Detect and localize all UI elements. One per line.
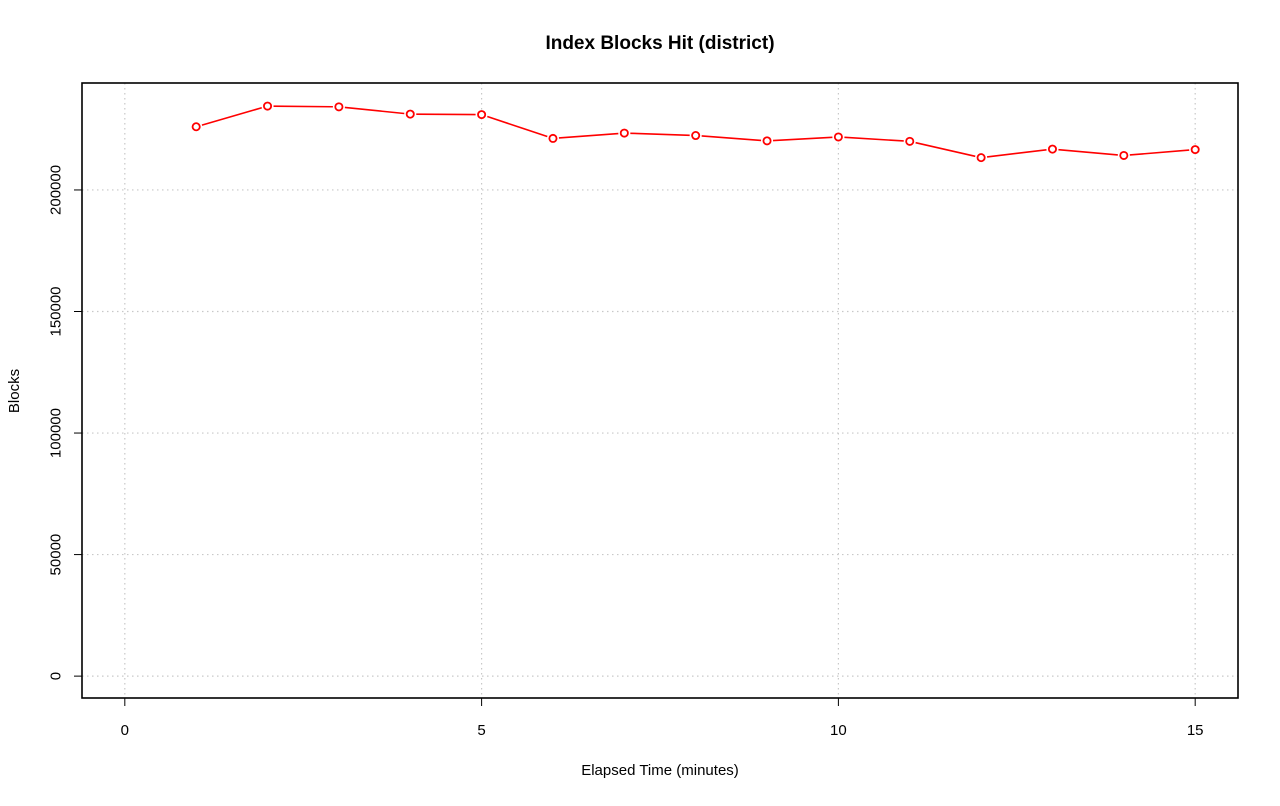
series-line-segment <box>630 133 689 135</box>
x-tick-label: 0 <box>121 722 129 739</box>
series-line-segment <box>274 106 333 107</box>
data-point <box>1049 146 1056 153</box>
y-tick-label: 0 <box>48 672 65 680</box>
y-tick-label: 100000 <box>48 408 65 458</box>
plot-frame <box>82 83 1238 698</box>
data-point <box>1120 152 1127 159</box>
data-point <box>407 111 414 118</box>
data-point <box>264 102 271 109</box>
data-point <box>763 137 770 144</box>
series-line-segment <box>202 108 262 125</box>
data-point <box>549 135 556 142</box>
series-line-segment <box>345 107 404 113</box>
series-line-segment <box>1058 150 1117 155</box>
data-point <box>621 129 628 136</box>
x-tick-label: 10 <box>830 722 847 739</box>
data-point <box>1192 146 1199 153</box>
y-tick-label: 150000 <box>48 286 65 336</box>
x-tick-label: 5 <box>477 722 485 739</box>
x-tick-label: 15 <box>1187 722 1204 739</box>
y-tick-label: 50000 <box>48 534 65 576</box>
series-layer <box>193 102 1199 161</box>
series-line-segment <box>844 137 903 141</box>
data-point <box>835 133 842 140</box>
series-line-segment <box>1130 150 1189 155</box>
data-point <box>193 123 200 130</box>
data-point <box>335 103 342 110</box>
data-point <box>906 138 913 145</box>
data-point <box>478 111 485 118</box>
grid <box>82 83 1238 698</box>
y-axis-label: Blocks <box>6 369 23 413</box>
chart-title: Index Blocks Hit (district) <box>545 33 774 54</box>
x-axis-label: Elapsed Time (minutes) <box>581 762 739 779</box>
data-point <box>978 154 985 161</box>
axis-ticks: 0 5 10 15 0 50000 100000 150000 200000 <box>48 165 1204 739</box>
series-line-segment <box>916 143 976 157</box>
series-line-segment <box>559 134 618 138</box>
y-tick-label: 200000 <box>48 165 65 215</box>
series-line-segment <box>702 136 761 140</box>
data-point <box>692 132 699 139</box>
series-line-segment <box>773 137 832 140</box>
series-line-segment <box>987 150 1046 157</box>
series-line-segment <box>487 117 547 137</box>
